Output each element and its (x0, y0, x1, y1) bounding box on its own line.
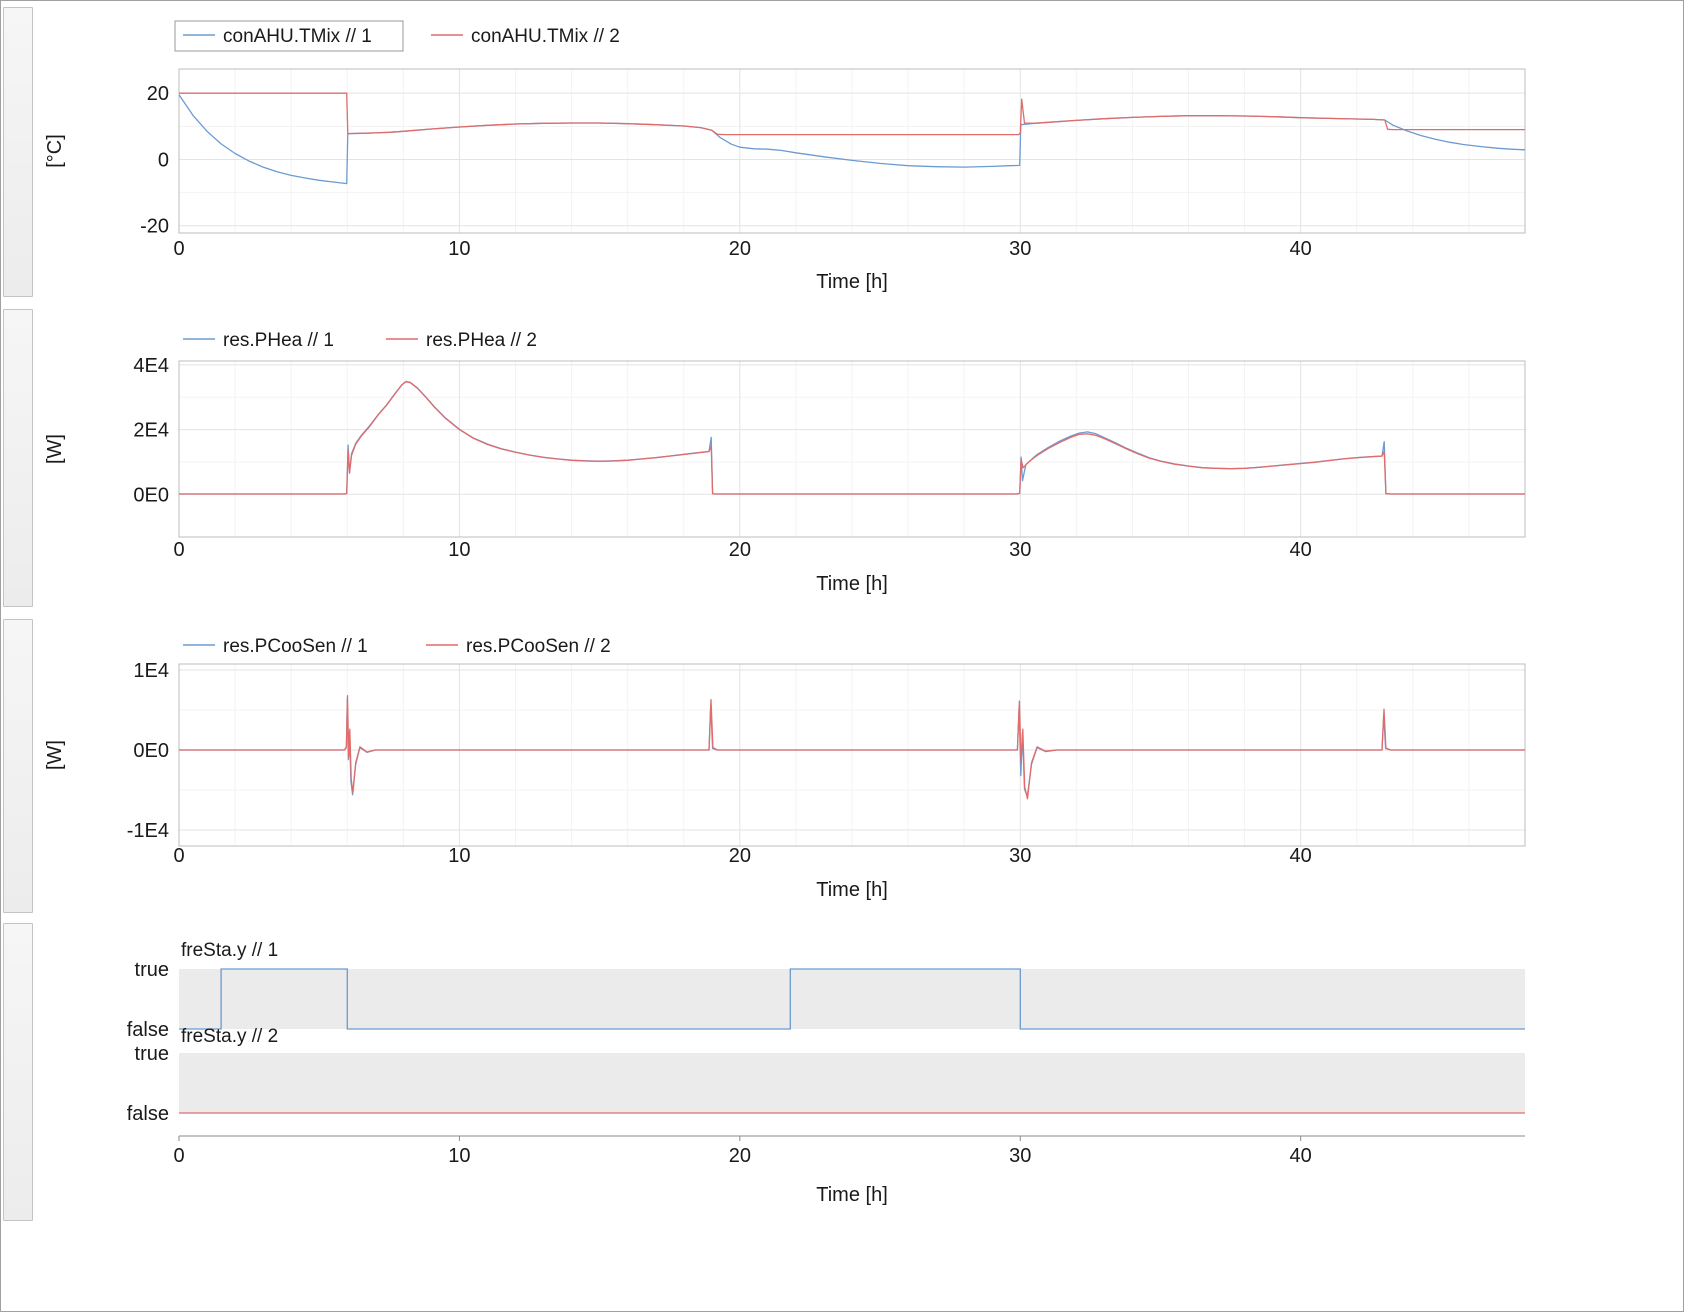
legend-item[interactable]: conAHU.TMix // 2 (431, 26, 620, 47)
boolean-band (179, 969, 1525, 1029)
y-tick-label: 20 (147, 83, 169, 105)
x-tick-label: 30 (1009, 1145, 1031, 1167)
band-label: freSta.y // 1 (181, 940, 278, 961)
plot-border (178, 663, 1526, 847)
x-tick-label: 0 (173, 539, 184, 561)
chart-res-PHea: 4E4 2E4 0E0 [W] 0 10 20 30 40 Time [h] res.PHea //… (44, 330, 1526, 595)
series-line (179, 968, 1525, 1030)
x-tick-label: 40 (1290, 1145, 1312, 1167)
x-tick-label: 40 (1290, 539, 1312, 561)
pane-splitter-1[interactable] (3, 7, 33, 297)
x-tick-label: 10 (448, 539, 470, 561)
plot-border (178, 68, 1526, 234)
x-tick-label: 0 (173, 845, 184, 867)
y-axis-title: [W] (44, 434, 66, 464)
x-tick-label: 40 (1290, 238, 1312, 260)
y-tick-label: 0E0 (133, 484, 169, 506)
legend-item[interactable]: res.PCooSen // 1 (183, 636, 368, 657)
x-axis-title: Time [h] (816, 271, 888, 293)
legend-item[interactable]: res.PHea // 2 (386, 330, 537, 351)
x-tick-label: 30 (1009, 845, 1031, 867)
x-tick-label: 20 (729, 845, 751, 867)
x-tick-label: 10 (448, 845, 470, 867)
x-tick-label: 40 (1290, 845, 1312, 867)
pane-splitter-4[interactable] (3, 923, 33, 1221)
level-label-false: false (127, 1019, 169, 1041)
chart-res-PCooSen: 1E4 0E0 -1E4 [W] 0 10 20 30 40 Time [h] res.PCooSe… (44, 636, 1526, 901)
plot-border (178, 360, 1526, 538)
level-label-true: true (135, 959, 169, 981)
x-tick-label: 20 (729, 539, 751, 561)
pane-splitter-2[interactable] (3, 309, 33, 607)
y-tick-label: 4E4 (133, 355, 169, 377)
y-tick-label: 0 (158, 149, 169, 171)
series-line (179, 694, 1525, 800)
series-line (179, 381, 1525, 495)
level-label-true: true (135, 1043, 169, 1065)
x-tick-label: 10 (448, 238, 470, 260)
x-tick-label: 0 (173, 1145, 184, 1167)
x-tick-label: 20 (729, 1145, 751, 1167)
y-tick-label: -1E4 (127, 820, 169, 842)
legend-selection-box (174, 20, 404, 52)
series-line (179, 92, 1525, 136)
legend-item[interactable]: res.PHea // 1 (183, 330, 334, 351)
legend-label: res.PCooSen // 1 (223, 636, 368, 657)
boolean-band (179, 1053, 1525, 1113)
x-tick-label: 0 (173, 238, 184, 260)
x-axis-title: Time [h] (816, 573, 888, 595)
x-tick-label: 10 (448, 1145, 470, 1167)
x-axis-title: Time [h] (816, 879, 888, 901)
y-tick-label: 1E4 (133, 660, 169, 682)
legend-item[interactable]: res.PCooSen // 2 (426, 636, 611, 657)
legend-label: conAHU.TMix // 1 (223, 26, 372, 47)
y-tick-label: 2E4 (133, 420, 169, 442)
x-tick-label: 30 (1009, 539, 1031, 561)
legend-label: res.PHea // 1 (223, 330, 334, 351)
x-tick-label: 30 (1009, 238, 1031, 260)
pane-splitter-3[interactable] (3, 619, 33, 913)
y-axis-title: [°C] (44, 134, 66, 168)
x-tick-label: 20 (729, 238, 751, 260)
y-axis-title: [W] (44, 740, 66, 770)
x-axis-title: Time [h] (816, 1184, 888, 1206)
legend-label: res.PCooSen // 2 (466, 636, 611, 657)
y-tick-label: -20 (140, 216, 169, 238)
level-label-false: false (127, 1103, 169, 1125)
y-tick-label: 0E0 (133, 740, 169, 762)
band-label: freSta.y // 2 (181, 1026, 278, 1047)
legend-label: conAHU.TMix // 2 (471, 26, 620, 47)
legend-item[interactable]: conAHU.TMix // 1 (174, 20, 404, 52)
legend-label: res.PHea // 2 (426, 330, 537, 351)
